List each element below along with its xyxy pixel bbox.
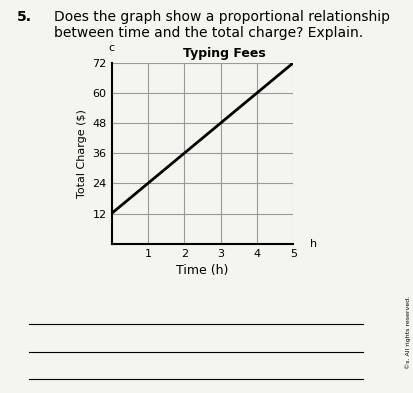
Text: h: h <box>310 239 317 249</box>
Text: ©s. All rights reserved.: ©s. All rights reserved. <box>405 296 411 369</box>
Text: Typing Fees: Typing Fees <box>183 47 266 60</box>
Y-axis label: Total Charge ($): Total Charge ($) <box>77 109 87 198</box>
Text: c: c <box>109 43 114 53</box>
Text: Does the graph show a proportional relationship
between time and the total charg: Does the graph show a proportional relat… <box>54 10 390 40</box>
Text: 5.: 5. <box>17 10 31 24</box>
X-axis label: Time (h): Time (h) <box>176 264 228 277</box>
